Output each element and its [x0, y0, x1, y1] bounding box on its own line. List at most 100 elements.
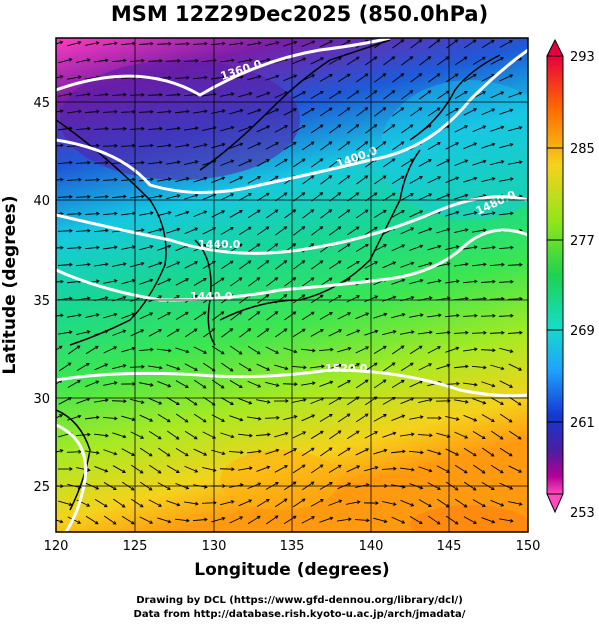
streamline-arrow — [104, 398, 109, 403]
streamline-arrow — [347, 312, 352, 316]
x-tick-label: 130 — [202, 539, 227, 554]
streamline-arrow — [123, 194, 127, 199]
y-axis-label: Latitude (degrees) — [0, 195, 20, 375]
streamline-segment — [302, 277, 314, 287]
streamline-arrow — [501, 330, 505, 335]
streamline-arrow — [446, 363, 451, 368]
streamline-arrow — [383, 312, 388, 317]
streamline-arrow — [464, 228, 469, 232]
streamline-segment — [445, 142, 459, 150]
streamline-segment — [418, 398, 432, 404]
streamline-segment — [84, 246, 100, 250]
streamline-segment — [157, 245, 171, 251]
streamline-arrow — [500, 57, 504, 61]
streamline-arrow — [482, 228, 487, 233]
streamline-segment — [230, 277, 242, 287]
streamline-arrow — [141, 92, 145, 97]
streamline-segment — [445, 73, 459, 83]
streamline-segment — [256, 466, 270, 472]
streamline-arrow — [238, 277, 243, 281]
streamline-segment — [274, 432, 288, 438]
streamline-segment — [445, 108, 459, 116]
streamline-segment — [147, 94, 163, 96]
streamline-arrow — [105, 194, 109, 199]
y-tick-label: 30 — [33, 392, 50, 407]
streamline-segment — [498, 281, 514, 283]
streamline-arrow — [455, 107, 459, 112]
streamline-arrow — [293, 414, 298, 419]
streamline-arrow — [410, 295, 415, 300]
streamline-arrow — [490, 453, 495, 457]
streamline-arrow — [113, 451, 118, 456]
streamline-arrow — [329, 73, 333, 78]
streamline-arrow — [509, 108, 514, 113]
streamline-arrow — [113, 279, 118, 283]
streamline-segment — [472, 125, 486, 133]
streamline-arrow — [392, 431, 397, 436]
streamline-segment — [174, 110, 190, 114]
streamline-arrow — [194, 469, 199, 473]
streamline-arrow — [221, 75, 226, 80]
streamline-arrow — [149, 278, 154, 283]
streamline-arrow — [428, 261, 433, 266]
streamline-arrow — [87, 160, 91, 165]
streamline-arrow — [293, 349, 298, 354]
streamline-segment — [472, 160, 486, 166]
streamline-arrow — [240, 41, 244, 46]
streamline-arrow — [176, 194, 181, 198]
streamline-segment — [165, 127, 181, 131]
streamline-segment — [311, 158, 323, 168]
streamline-segment — [490, 397, 504, 405]
streamline-segment — [499, 40, 513, 48]
streamline-segment — [302, 209, 314, 219]
streamline-segment — [454, 159, 468, 167]
streamline-segment — [373, 414, 387, 422]
streamline-arrow — [364, 73, 369, 77]
streamline-segment — [238, 159, 252, 167]
streamline-arrow — [87, 126, 91, 131]
streamline-segment — [120, 111, 136, 113]
grid — [56, 38, 528, 532]
streamline-arrow — [59, 109, 64, 114]
streamline-segment — [56, 519, 63, 523]
streamline-arrow — [492, 279, 496, 284]
streamline-arrow — [465, 296, 469, 301]
streamline-arrow — [202, 418, 207, 423]
streamline-arrow — [105, 92, 109, 97]
streamline-segment — [400, 362, 414, 372]
streamline-segment — [381, 468, 397, 470]
streamline-arrow — [301, 294, 306, 298]
streamline-arrow — [481, 435, 486, 440]
streamline-arrow — [509, 384, 513, 388]
streamline-arrow — [319, 294, 324, 299]
streamline-arrow — [247, 328, 252, 332]
streamline-segment — [445, 280, 459, 284]
streamline-arrow — [274, 515, 279, 519]
streamline-segment — [310, 464, 324, 474]
streamline-arrow — [167, 210, 172, 215]
streamline-segment — [319, 312, 333, 320]
streamline-arrow — [257, 384, 262, 388]
streamline-segment — [192, 76, 208, 80]
streamline-segment — [193, 448, 207, 456]
streamline-arrow — [230, 125, 235, 130]
streamline-segment — [427, 346, 441, 354]
streamline-segment — [120, 42, 136, 46]
streamline-arrow — [149, 244, 154, 249]
streamline-arrow — [96, 177, 100, 182]
streamline-segment — [220, 432, 234, 438]
streamline-segment — [328, 397, 342, 405]
streamline-arrow — [509, 486, 514, 490]
streamline-arrow — [203, 210, 208, 215]
streamline-segment — [256, 92, 270, 98]
streamline-arrow — [149, 418, 154, 422]
streamline-segment — [76, 398, 90, 404]
streamline-segment — [184, 328, 198, 338]
streamline-segment — [481, 177, 495, 183]
streamline-segment — [356, 175, 368, 185]
streamline-arrow — [301, 260, 306, 264]
streamline-arrow — [96, 143, 100, 148]
streamline-arrow — [194, 367, 198, 371]
streamline-arrow — [239, 210, 243, 214]
streamline-segment — [210, 42, 226, 46]
